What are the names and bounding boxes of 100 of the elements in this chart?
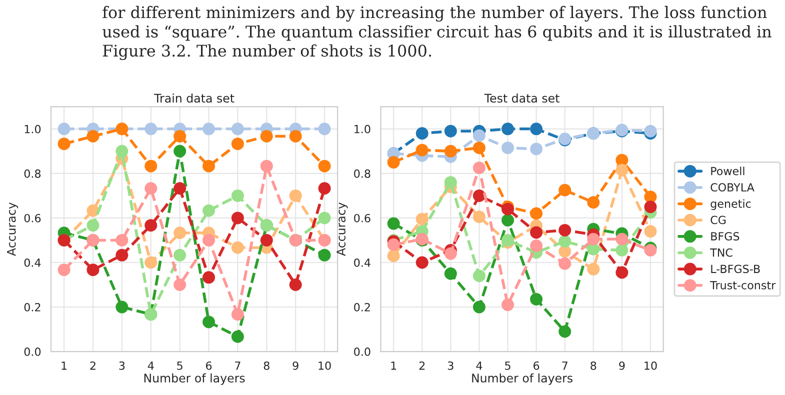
text: for different minimizers and by increasing the number of layers. The loss function used is “square”. The quantum classifier circuit has 6 qubits and it is illustrated in Figure 3.2. The number of shots is 1000. xyxy=(102,6,772,60)
y-tick-label: 0.4 xyxy=(24,258,41,267)
point xyxy=(231,189,244,202)
point xyxy=(472,300,486,314)
point xyxy=(444,247,457,260)
chart-title: Test data set xyxy=(484,94,560,103)
x-axis-title: Number of layers xyxy=(472,373,572,385)
point xyxy=(116,234,128,246)
point xyxy=(58,122,70,136)
point xyxy=(260,130,273,143)
point xyxy=(558,224,572,236)
point xyxy=(587,232,600,246)
x-tick-label: 1 xyxy=(62,362,67,370)
point xyxy=(318,122,331,136)
point xyxy=(58,264,70,276)
point xyxy=(416,127,428,140)
legend-label: CG xyxy=(710,216,726,224)
point xyxy=(472,270,486,282)
point xyxy=(86,219,100,232)
point xyxy=(616,154,628,166)
point xyxy=(231,241,244,254)
x-tick-label: 5 xyxy=(177,362,182,370)
chart-title: Train data set xyxy=(154,94,234,103)
point xyxy=(472,162,486,174)
point xyxy=(58,138,70,150)
x-tick-label: 8 xyxy=(264,361,270,370)
y-tick-label: 1.0 xyxy=(24,124,41,134)
x-tick-label: 6 xyxy=(206,361,212,370)
point xyxy=(387,156,400,169)
point xyxy=(558,245,572,258)
point xyxy=(202,160,216,172)
point xyxy=(174,182,186,195)
point xyxy=(530,292,543,306)
point xyxy=(530,142,543,156)
point xyxy=(472,189,486,202)
point xyxy=(116,248,128,262)
point xyxy=(616,244,628,256)
point xyxy=(530,240,543,252)
point xyxy=(202,122,216,136)
y-tick-label: 0.2 xyxy=(354,303,370,312)
y-tick-label: 0.0 xyxy=(354,348,370,356)
point xyxy=(174,226,186,240)
x-tick-label: 3 xyxy=(448,361,454,370)
point xyxy=(472,210,486,224)
legend-label: Powell xyxy=(711,166,744,176)
point xyxy=(416,212,428,226)
point xyxy=(558,184,572,196)
x-tick-label: 9 xyxy=(619,361,625,370)
y-tick-label: 0.6 xyxy=(354,214,370,222)
point xyxy=(144,122,158,136)
point xyxy=(174,278,186,292)
point xyxy=(387,217,400,230)
point xyxy=(644,200,657,214)
legend-label: genetic xyxy=(710,199,751,210)
legend-label: TNC xyxy=(710,248,732,257)
x-tick-label: 3 xyxy=(119,361,125,370)
point xyxy=(558,325,572,338)
x-tick-label: 9 xyxy=(292,361,298,370)
point xyxy=(231,330,244,343)
y-tick-label: 0.8 xyxy=(24,169,41,178)
point xyxy=(202,234,216,246)
y-axis-title: Accuracy xyxy=(7,202,18,256)
point xyxy=(616,164,628,176)
point xyxy=(530,226,543,239)
point xyxy=(231,122,244,136)
point xyxy=(144,256,158,269)
point xyxy=(558,235,572,248)
point xyxy=(86,264,100,276)
point xyxy=(202,316,216,328)
x-tick-label: 1 xyxy=(391,362,396,370)
y-tick-label: 1.0 xyxy=(354,124,370,134)
point xyxy=(644,190,657,204)
point xyxy=(231,308,244,321)
point xyxy=(231,138,244,150)
point xyxy=(644,244,657,256)
x-tick-label: 4 xyxy=(148,362,154,370)
legend-label: BFGS xyxy=(711,232,740,240)
point xyxy=(260,234,273,246)
point xyxy=(416,144,428,156)
point xyxy=(587,196,600,209)
point xyxy=(502,122,514,136)
point xyxy=(144,182,158,195)
point xyxy=(144,160,158,172)
point xyxy=(202,271,216,284)
point xyxy=(644,225,657,238)
y-axis-title: Accuracy xyxy=(336,202,348,256)
x-tick-label: 7 xyxy=(235,362,240,370)
point xyxy=(174,144,186,158)
point xyxy=(558,257,572,270)
x-tick-label: 6 xyxy=(534,361,540,370)
point xyxy=(86,130,100,143)
point xyxy=(289,278,302,292)
y-tick-label: 0.8 xyxy=(354,169,370,178)
point xyxy=(530,122,543,136)
point xyxy=(318,248,331,262)
point xyxy=(502,298,514,312)
x-tick-label: 5 xyxy=(505,362,510,370)
point xyxy=(86,204,100,217)
point xyxy=(231,212,244,224)
point xyxy=(472,142,486,154)
